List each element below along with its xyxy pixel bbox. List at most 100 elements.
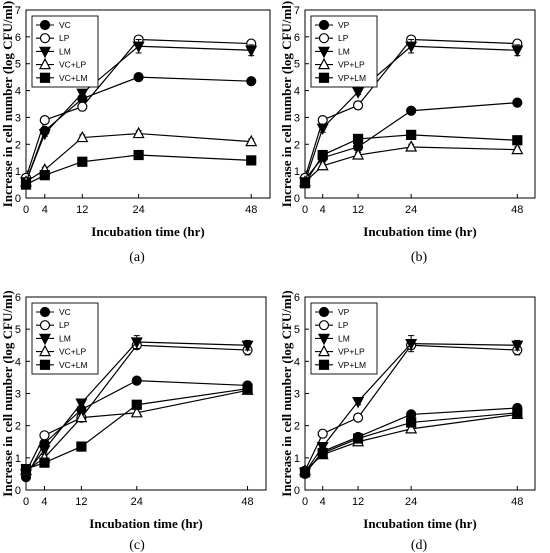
legend-label: VC — [59, 20, 71, 30]
data-point — [131, 399, 142, 410]
plot-frame — [304, 9, 536, 199]
x-tick-label: 12 — [352, 496, 364, 508]
x-tick-label: 48 — [245, 204, 257, 216]
y-tick-label: 0 — [15, 485, 21, 497]
y-tick-label: 0 — [15, 193, 21, 205]
plot-frame — [25, 9, 271, 199]
data-point — [511, 340, 524, 353]
y-tick-label: 5 — [15, 59, 21, 71]
panel-caption: (a) — [129, 250, 145, 265]
data-point — [75, 410, 88, 423]
legend-marker — [39, 57, 51, 70]
data-point — [38, 445, 51, 457]
x-tick-label: 12 — [352, 204, 364, 216]
data-point — [246, 76, 257, 87]
y-tick-label: 6 — [294, 32, 300, 44]
y-tick-label: 1 — [294, 453, 300, 465]
y-tick-label: 2 — [294, 421, 300, 433]
data-point — [130, 406, 143, 418]
series-vp-plus-lm — [299, 407, 523, 478]
data-point — [352, 396, 365, 409]
x-tick-label: 48 — [511, 496, 523, 508]
series-vp-plus-lm — [299, 129, 523, 189]
x-tick-label: 0 — [302, 204, 308, 216]
legend-marker — [39, 19, 51, 31]
y-tick-label: 6 — [294, 292, 300, 304]
panel-caption: (b) — [411, 250, 428, 265]
data-point — [245, 45, 258, 58]
data-point — [242, 383, 253, 394]
legend-marker — [39, 333, 51, 346]
data-point — [317, 115, 328, 126]
legend-label: LM — [59, 46, 71, 56]
data-point — [20, 179, 32, 190]
data-point — [130, 337, 143, 349]
data-point — [405, 422, 418, 434]
data-point — [132, 126, 145, 139]
data-point — [39, 115, 50, 126]
y-tick-label: 6 — [15, 32, 21, 44]
data-point — [317, 447, 328, 459]
legend-marker — [318, 333, 330, 346]
legend-marker — [318, 57, 330, 70]
y-tick-label: 5 — [15, 324, 21, 336]
legend-marker — [39, 72, 51, 83]
data-point — [317, 428, 328, 439]
x-tick-label: 24 — [405, 204, 417, 216]
legend: VP LP LM VP+LP VP+LM — [310, 302, 378, 375]
data-point — [133, 72, 144, 83]
y-axis-label: Increase in cell number (log CFU/ml) — [279, 290, 294, 496]
legend-label: LM — [338, 333, 350, 343]
data-point — [76, 441, 87, 452]
legend: VP LP LM VP+LP VP+LM — [310, 15, 378, 88]
series-vc — [20, 375, 253, 483]
y-axis-label: Increase in cell number (log CFU/ml) — [0, 1, 15, 207]
legend-label: VP+LP — [338, 347, 365, 357]
data-point — [405, 339, 418, 351]
data-point — [241, 340, 254, 353]
legend-label: LP — [338, 33, 349, 43]
legend-label: VC — [59, 307, 71, 317]
data-point — [512, 135, 523, 146]
legend-label: LP — [59, 33, 70, 43]
y-tick-label: 0 — [294, 193, 300, 205]
legend-marker — [39, 33, 51, 44]
data-point — [316, 123, 329, 135]
data-point — [352, 433, 364, 444]
data-point — [39, 170, 50, 181]
y-tick-label: 7 — [15, 5, 21, 17]
y-tick-label: 7 — [294, 5, 300, 17]
data-point — [20, 463, 32, 475]
x-tick-label: 0 — [23, 496, 29, 508]
data-point — [75, 398, 88, 410]
data-point — [299, 467, 311, 478]
y-tick-label: 4 — [294, 356, 300, 368]
data-point — [245, 134, 258, 147]
y-tick-label: 3 — [15, 112, 21, 124]
y-axis-label: Increase in cell number (log CFU/ml) — [279, 1, 294, 207]
x-tick-label: 12 — [75, 496, 87, 508]
y-tick-label: 1 — [15, 453, 21, 465]
y-tick-label: 5 — [294, 59, 300, 71]
data-point — [77, 101, 88, 112]
legend-marker — [318, 33, 330, 44]
y-tick-label: 3 — [294, 389, 300, 401]
legend-marker — [318, 344, 330, 357]
legend-label: VP+LM — [338, 73, 366, 83]
x-tick-label: 48 — [241, 496, 253, 508]
x-tick-label: 0 — [23, 204, 29, 216]
data-point — [38, 128, 51, 141]
data-point — [405, 140, 418, 152]
data-point — [316, 158, 329, 171]
data-point — [512, 407, 523, 418]
legend-marker — [39, 46, 51, 59]
x-tick-label: 4 — [320, 204, 326, 216]
legend-label: VP — [338, 20, 350, 30]
data-point — [352, 133, 364, 145]
legend-marker — [318, 320, 330, 331]
y-tick-label: 0 — [294, 485, 300, 497]
y-tick-label: 1 — [15, 166, 21, 178]
data-point — [511, 142, 524, 155]
